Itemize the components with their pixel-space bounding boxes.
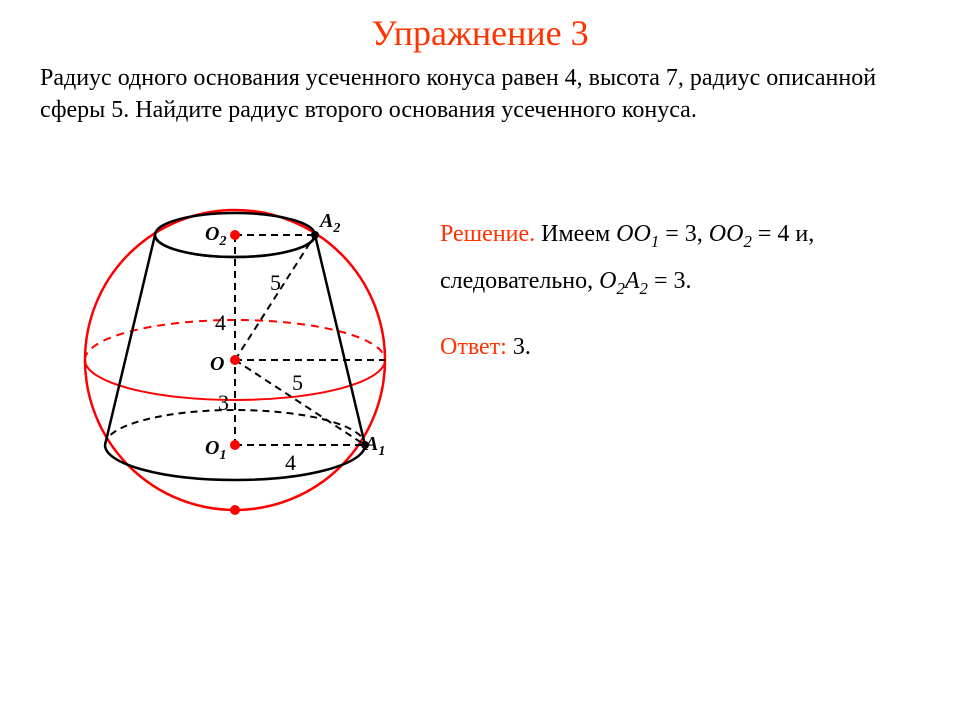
point-O1 (230, 440, 240, 450)
sol-OO1: OO1 (616, 221, 659, 247)
num-4b: 4 (285, 450, 296, 476)
label-O2: O2 (205, 223, 226, 250)
sol-OO2: OO2 (709, 221, 752, 247)
num-4a: 4 (215, 310, 226, 336)
sol-t2c: = 3. (654, 268, 692, 294)
point-O2 (230, 230, 240, 240)
sol-t1b: = 3, (659, 221, 709, 247)
label-O: O (210, 353, 224, 376)
solution-label: Решение. (440, 221, 535, 247)
point-south (230, 505, 240, 515)
sol-O2A2: O2A2 (599, 268, 648, 294)
slant-right (315, 235, 365, 445)
sol-t1a: Имеем (541, 221, 616, 247)
sol-t1c: = 4 и, (752, 221, 814, 247)
label-A2: A2 (320, 210, 340, 237)
solution-block: Решение. Имеем OO1 = 3, OO2 = 4 и, следо… (440, 215, 940, 367)
geometry-diagram: O2 A2 O O1 A1 5 4 5 3 4 (55, 195, 415, 525)
label-O1: O1 (205, 437, 226, 464)
point-A2 (311, 231, 319, 239)
point-O (230, 355, 240, 365)
num-5b: 5 (292, 370, 303, 396)
sol-t2a: следовательно, (440, 268, 599, 294)
solution-line1: Решение. Имеем OO1 = 3, OO2 = 4 и, (440, 215, 940, 256)
answer-line: Ответ: 3. (440, 328, 940, 366)
exercise-title: Упражнение 3 (0, 0, 960, 54)
answer-value: 3. (507, 334, 531, 360)
label-A1: A1 (365, 433, 385, 460)
solution-line2: следовательно, O2A2 = 3. (440, 262, 940, 303)
diagram-svg (55, 195, 415, 525)
num-3: 3 (218, 390, 229, 416)
bottom-base-front (105, 445, 365, 480)
slant-left (105, 235, 155, 445)
num-5a: 5 (270, 270, 281, 296)
problem-text: Радиус одного основания усеченного конус… (0, 54, 960, 127)
answer-label: Ответ: (440, 334, 507, 360)
